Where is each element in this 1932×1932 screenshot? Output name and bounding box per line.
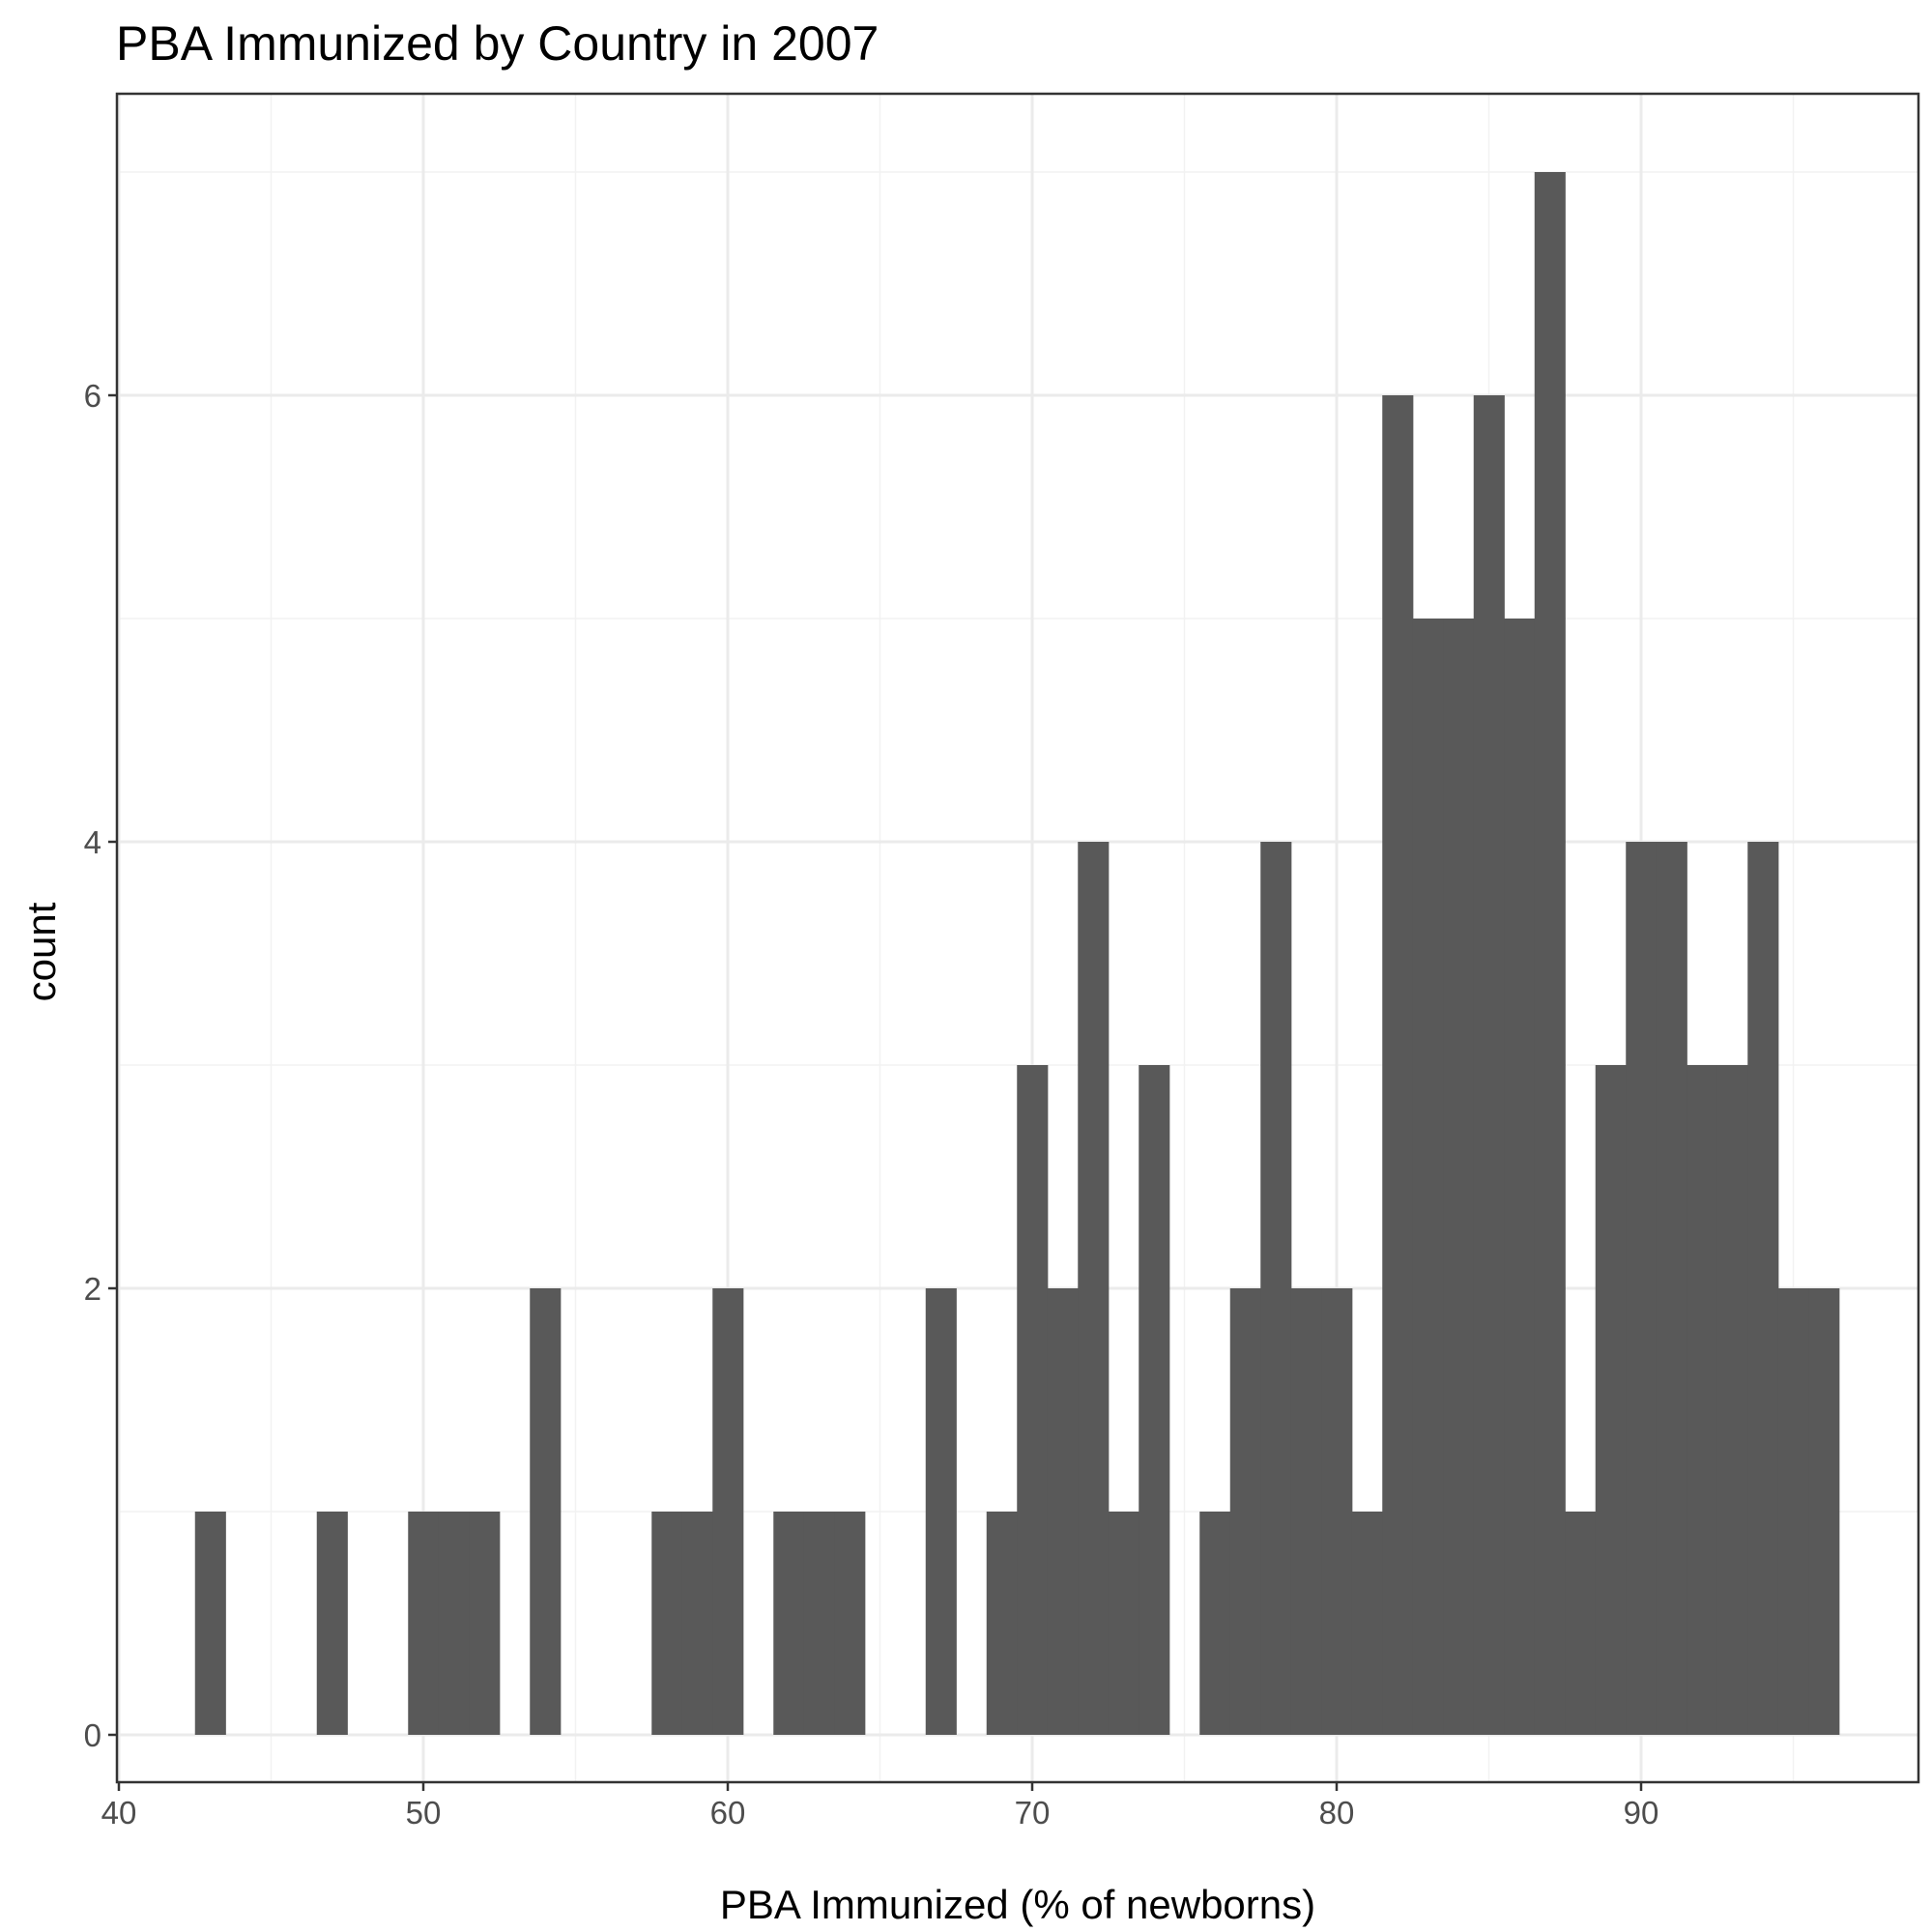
histogram-bar [1504,619,1536,1735]
histogram-bar [681,1512,713,1735]
histogram-bar [651,1512,683,1735]
histogram-bar [1534,172,1566,1735]
histogram-bar [1382,395,1414,1735]
histogram-bar [1351,1512,1383,1735]
histogram-bar [469,1512,501,1735]
x-axis: 40 50 60 70 80 90 [101,1782,1659,1831]
histogram-bar [712,1288,744,1735]
x-tick-label: 80 [1319,1795,1355,1831]
x-tick-label: 40 [101,1795,137,1831]
y-tick-label: 4 [84,824,101,860]
histogram-bar [1047,1288,1079,1735]
histogram-bar [1290,1288,1322,1735]
chart-title: PBA Immunized by Country in 2007 [116,16,879,71]
histogram-bar [1321,1288,1353,1735]
histogram-bar [1565,1512,1597,1735]
histogram-bar [1443,619,1475,1735]
histogram-bar [438,1512,470,1735]
histogram-bar [408,1512,440,1735]
histogram-bar [986,1512,1018,1735]
histogram-bar [1687,1065,1718,1735]
histogram-bar [925,1288,957,1735]
plot-panel-border [115,92,1920,1784]
histogram-bar [1108,1512,1139,1735]
histogram-bar [316,1512,348,1735]
histogram-bar [1626,842,1658,1735]
histogram-bar [1260,842,1292,1735]
histogram-bar [1747,842,1779,1735]
y-axis: 0 2 4 6 [84,378,117,1753]
y-tick-label: 0 [84,1717,101,1753]
histogram-bar [1473,395,1505,1735]
x-tick-label: 60 [710,1795,746,1831]
x-tick-label: 90 [1624,1795,1659,1831]
y-axis-title: count [18,902,64,1001]
histogram-bar [1777,1288,1809,1735]
x-axis-title: PBA Immunized (% of newborns) [720,1882,1315,1927]
y-tick-label: 2 [84,1271,101,1307]
histogram-bar [1139,1065,1170,1735]
histogram-bar [530,1288,562,1735]
histogram-bar [1229,1288,1261,1735]
histogram-bars [194,172,1840,1735]
histogram-bar [803,1512,835,1735]
histogram-bar [1412,619,1444,1735]
histogram-bar [1808,1288,1840,1735]
histogram-bar [1716,1065,1748,1735]
x-tick-label: 70 [1015,1795,1051,1831]
histogram-bar [194,1512,226,1735]
x-tick-label: 50 [406,1795,442,1831]
histogram-bar [1078,842,1110,1735]
histogram-bar [1595,1065,1627,1735]
histogram-bar [1199,1512,1231,1735]
histogram-bar [1656,842,1687,1735]
histogram-bar [773,1512,805,1735]
histogram-bar [1017,1065,1049,1735]
histogram-bar [834,1512,866,1735]
y-tick-label: 6 [84,378,101,414]
